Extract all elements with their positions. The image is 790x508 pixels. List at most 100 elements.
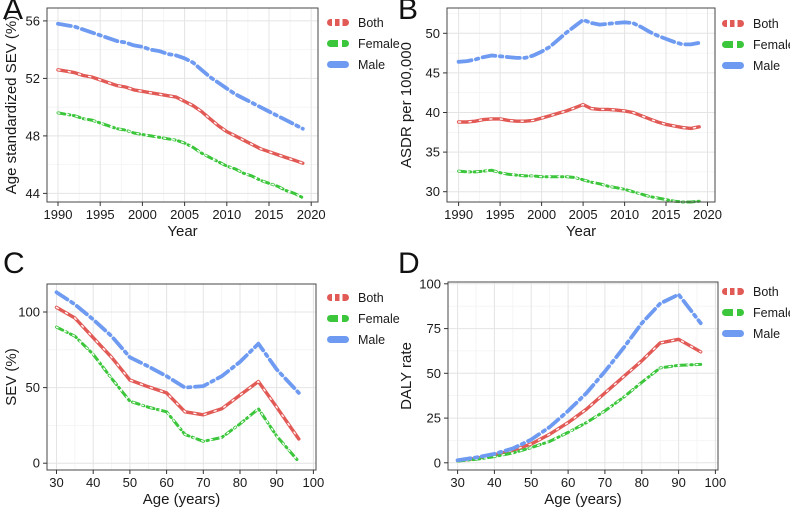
svg-text:50: 50 [426, 26, 440, 41]
legend-label: Both [753, 16, 779, 31]
legend-key-female-icon [722, 309, 744, 316]
legend-key-male-icon [327, 336, 349, 343]
svg-text:100: 100 [705, 475, 727, 490]
panel-letter-d: D [398, 247, 420, 280]
legend-d: Both Female Male [722, 281, 790, 344]
svg-text:50: 50 [524, 475, 538, 490]
svg-text:2000: 2000 [527, 207, 556, 222]
svg-text:1995: 1995 [86, 207, 115, 222]
panel-letter-c: C [3, 247, 25, 280]
svg-text:30: 30 [49, 475, 63, 490]
svg-text:2015: 2015 [255, 207, 284, 222]
legend-label: Male [358, 57, 386, 72]
legend-c: Both Female Male [327, 287, 400, 350]
chart-canvas-d: 30 40 50 60 70 80 90 100 0 25 50 75 100 Age (years) DA… [398, 276, 727, 508]
svg-text:90: 90 [269, 475, 283, 490]
svg-text:40: 40 [86, 475, 100, 490]
svg-text:2010: 2010 [212, 207, 241, 222]
svg-text:2015: 2015 [652, 207, 681, 222]
panel-letter-b: B [398, 0, 419, 26]
legend-key-female-icon [327, 40, 349, 47]
chart-canvas-c: 30 40 50 60 70 80 90 100 0 50 100 Age (years) SEV (%… [3, 283, 325, 508]
legend-label: Female [358, 311, 400, 326]
svg-text:2000: 2000 [128, 207, 157, 222]
svg-text:30: 30 [426, 184, 440, 199]
legend-label: Both [358, 15, 384, 30]
svg-text:2020: 2020 [693, 207, 722, 222]
svg-text:45: 45 [426, 65, 440, 80]
svg-text:48: 48 [26, 128, 40, 143]
svg-text:56: 56 [26, 13, 40, 28]
legend-item-female: Female [722, 302, 790, 323]
legend-item-female: Female [327, 33, 400, 54]
legend-item-both: Both [722, 281, 790, 302]
svg-text:60: 60 [561, 475, 575, 490]
legend-item-both: Both [327, 12, 400, 33]
panel-b: 1990 1995 2000 2005 2010 2015 2020 30 35 40 45 50 Ye… [395, 0, 790, 254]
svg-text:0: 0 [434, 455, 441, 470]
legend-key-both-icon [722, 288, 744, 295]
svg-text:50: 50 [123, 475, 137, 490]
legend-b: Both Female Male [722, 13, 790, 76]
legend-key-male-icon [722, 62, 744, 69]
svg-text:30: 30 [450, 475, 464, 490]
svg-text:0: 0 [33, 456, 40, 471]
svg-text:44: 44 [26, 186, 40, 201]
legend-key-male-icon [327, 61, 349, 68]
legend-label: Both [753, 284, 779, 299]
svg-text:Year: Year [167, 223, 197, 240]
legend-label: Both [358, 290, 384, 305]
legend-item-male: Male [722, 323, 790, 344]
svg-text:70: 70 [598, 475, 612, 490]
legend-key-both-icon [722, 20, 744, 27]
svg-text:2005: 2005 [569, 207, 598, 222]
legend-item-female: Female [327, 308, 400, 329]
svg-text:75: 75 [427, 321, 441, 336]
svg-text:50: 50 [26, 380, 40, 395]
svg-text:1990: 1990 [44, 207, 73, 222]
svg-text:80: 80 [233, 475, 247, 490]
svg-text:90: 90 [671, 475, 685, 490]
panel-letter-a: A [3, 0, 24, 26]
svg-text:2005: 2005 [170, 207, 199, 222]
chart-canvas-a: 1990 1995 2000 2005 2010 2015 2020 44 48 52 56 Year… [3, 7, 326, 240]
svg-text:52: 52 [26, 71, 40, 86]
chart-canvas-b: 1990 1995 2000 2005 2010 2015 2020 30 35 40 45 50 Ye… [398, 7, 722, 240]
svg-text:35: 35 [426, 145, 440, 160]
legend-key-female-icon [327, 315, 349, 322]
legend-item-female: Female [722, 34, 790, 55]
svg-text:2020: 2020 [297, 207, 326, 222]
legend-item-both: Both [327, 287, 400, 308]
legend-item-male: Male [722, 55, 790, 76]
legend-item-male: Male [327, 54, 400, 75]
legend-key-both-icon [327, 294, 349, 301]
svg-text:SEV (%): SEV (%) [3, 348, 20, 406]
svg-text:100: 100 [303, 475, 325, 490]
svg-text:Age (years): Age (years) [143, 491, 221, 508]
svg-text:Age (years): Age (years) [544, 491, 622, 508]
panel-d: 30 40 50 60 70 80 90 100 0 25 50 75 100 Age (years) DA… [395, 247, 790, 508]
svg-text:DALY rate: DALY rate [398, 342, 415, 410]
legend-item-male: Male [327, 329, 400, 350]
svg-text:100: 100 [419, 276, 441, 291]
svg-text:50: 50 [427, 366, 441, 381]
svg-text:60: 60 [159, 475, 173, 490]
svg-text:1995: 1995 [486, 207, 515, 222]
legend-label: Female [753, 305, 790, 320]
svg-text:2010: 2010 [610, 207, 639, 222]
svg-text:Age standardized SEV (%): Age standardized SEV (%) [3, 16, 20, 194]
legend-item-both: Both [722, 13, 790, 34]
legend-label: Male [358, 332, 386, 347]
panel-a: 1990 1995 2000 2005 2010 2015 2020 44 48 52 56 Year… [0, 0, 400, 254]
svg-text:40: 40 [426, 105, 440, 120]
legend-label: Male [753, 58, 781, 73]
svg-text:ASDR per 100,000: ASDR per 100,000 [398, 42, 415, 168]
legend-label: Female [753, 37, 790, 52]
svg-text:100: 100 [18, 305, 40, 320]
legend-key-female-icon [722, 41, 744, 48]
panel-c: 30 40 50 60 70 80 90 100 0 50 100 Age (years) SEV (%… [0, 247, 400, 508]
svg-text:80: 80 [635, 475, 649, 490]
legend-key-male-icon [722, 330, 744, 337]
svg-text:1990: 1990 [444, 207, 473, 222]
